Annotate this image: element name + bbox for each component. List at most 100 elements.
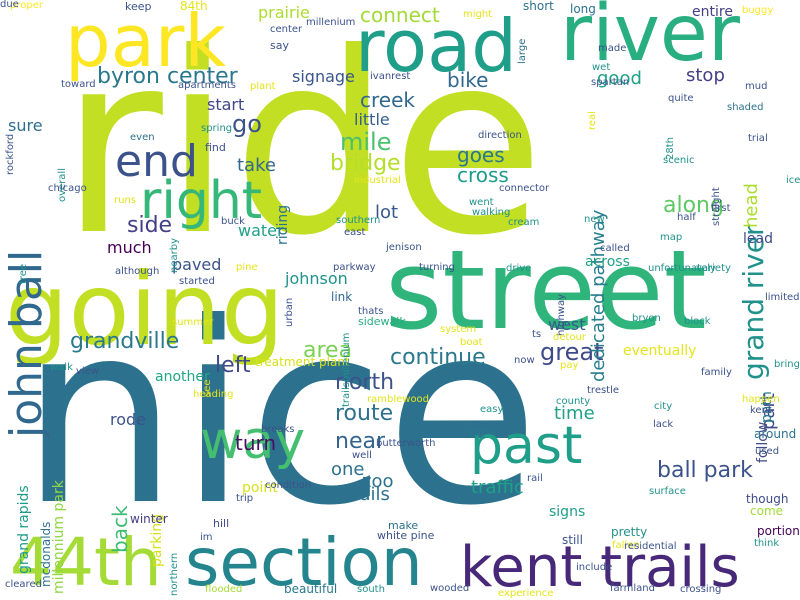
word: trailsmillenium bbox=[341, 332, 352, 407]
word: 28th bbox=[665, 137, 676, 160]
word: trial bbox=[748, 133, 768, 144]
word: started bbox=[179, 276, 215, 287]
word: winter bbox=[130, 512, 168, 526]
word: johnson bbox=[285, 269, 348, 288]
word: unfortunately bbox=[648, 263, 716, 274]
word: white pine bbox=[377, 529, 435, 542]
word: wooded bbox=[430, 583, 470, 594]
word: continue bbox=[390, 345, 486, 370]
word: rode bbox=[110, 410, 147, 429]
word: make bbox=[388, 519, 419, 532]
word: residential bbox=[624, 541, 677, 552]
word: sidewalk bbox=[358, 315, 406, 328]
word: route bbox=[335, 401, 394, 426]
word: traffic bbox=[471, 477, 524, 498]
word: breaks bbox=[261, 424, 295, 435]
word: paved bbox=[172, 255, 222, 274]
word: end bbox=[115, 136, 198, 187]
word: riding bbox=[275, 204, 291, 245]
word: way bbox=[200, 411, 306, 471]
word: industrial bbox=[354, 175, 401, 186]
word: detour bbox=[553, 332, 586, 343]
word: water bbox=[238, 221, 284, 240]
word: cleared bbox=[5, 579, 42, 590]
word: might bbox=[463, 9, 493, 20]
word: ball park bbox=[657, 458, 753, 483]
word: cream bbox=[508, 217, 540, 228]
word: im bbox=[200, 532, 213, 543]
word: family bbox=[701, 367, 732, 378]
word: beautiful bbox=[284, 582, 338, 596]
word: portion bbox=[757, 524, 800, 538]
word: back bbox=[108, 505, 132, 553]
word: grand rapids bbox=[16, 485, 32, 574]
word: kent trails bbox=[460, 535, 740, 600]
word: 44th bbox=[10, 524, 162, 600]
word: trails bbox=[345, 484, 390, 505]
word: buck bbox=[221, 216, 245, 227]
word: quite bbox=[668, 93, 694, 104]
word: entire bbox=[692, 4, 733, 20]
word: pay bbox=[560, 360, 579, 371]
word: scenic bbox=[663, 155, 695, 166]
word: time bbox=[554, 403, 595, 424]
word: spartan bbox=[591, 77, 630, 88]
word: one bbox=[331, 459, 365, 480]
word: start bbox=[207, 95, 245, 114]
word: dedicated pathway bbox=[588, 209, 609, 382]
word: little bbox=[354, 110, 390, 129]
word: say bbox=[270, 39, 289, 52]
word: half bbox=[677, 212, 696, 223]
word: connect bbox=[360, 3, 440, 27]
word: mile bbox=[340, 128, 392, 156]
word: system bbox=[440, 324, 477, 335]
word: bit bbox=[470, 427, 486, 441]
word: real bbox=[587, 111, 598, 130]
word: park bbox=[65, 0, 227, 83]
word: keep bbox=[125, 0, 152, 13]
word: near bbox=[335, 429, 386, 454]
word: crossing bbox=[680, 584, 722, 595]
word: turn bbox=[235, 431, 277, 455]
word: spring bbox=[201, 123, 233, 134]
word: mud bbox=[745, 81, 768, 92]
word: head bbox=[741, 183, 762, 228]
word: limited bbox=[765, 292, 800, 303]
word: toward bbox=[61, 79, 96, 90]
word: signage bbox=[292, 67, 355, 86]
word: bridge bbox=[330, 151, 401, 176]
word: byron center bbox=[97, 64, 238, 89]
word: block bbox=[684, 316, 711, 327]
word: called bbox=[600, 243, 630, 254]
word: prairie bbox=[258, 3, 310, 22]
word: river bbox=[560, 0, 740, 79]
word: goes bbox=[457, 143, 505, 167]
word: bring bbox=[774, 359, 800, 370]
word: heading bbox=[193, 389, 234, 400]
word: another bbox=[155, 369, 210, 385]
word: around bbox=[754, 427, 797, 441]
word: lack bbox=[653, 419, 674, 430]
word: north bbox=[335, 370, 395, 395]
word: ramblewood bbox=[367, 394, 430, 405]
word: cross bbox=[457, 163, 509, 187]
word: variety bbox=[696, 263, 731, 274]
word: experience bbox=[498, 588, 554, 599]
word: long bbox=[570, 2, 596, 16]
word: rail bbox=[527, 473, 543, 484]
word: mcdonalds bbox=[39, 521, 53, 587]
word: left bbox=[215, 353, 251, 378]
word: street bbox=[385, 226, 707, 354]
word: still bbox=[562, 533, 583, 547]
word: due bbox=[0, 0, 19, 10]
word: city bbox=[654, 401, 673, 412]
word: surface bbox=[649, 486, 686, 497]
word: pine bbox=[236, 262, 258, 273]
word: ts bbox=[532, 329, 542, 340]
word: southern bbox=[336, 215, 381, 226]
word: south bbox=[357, 584, 385, 595]
word: northern bbox=[169, 552, 180, 596]
word: easy bbox=[480, 404, 504, 415]
word: nice bbox=[20, 269, 540, 560]
word: trestle bbox=[587, 385, 620, 396]
